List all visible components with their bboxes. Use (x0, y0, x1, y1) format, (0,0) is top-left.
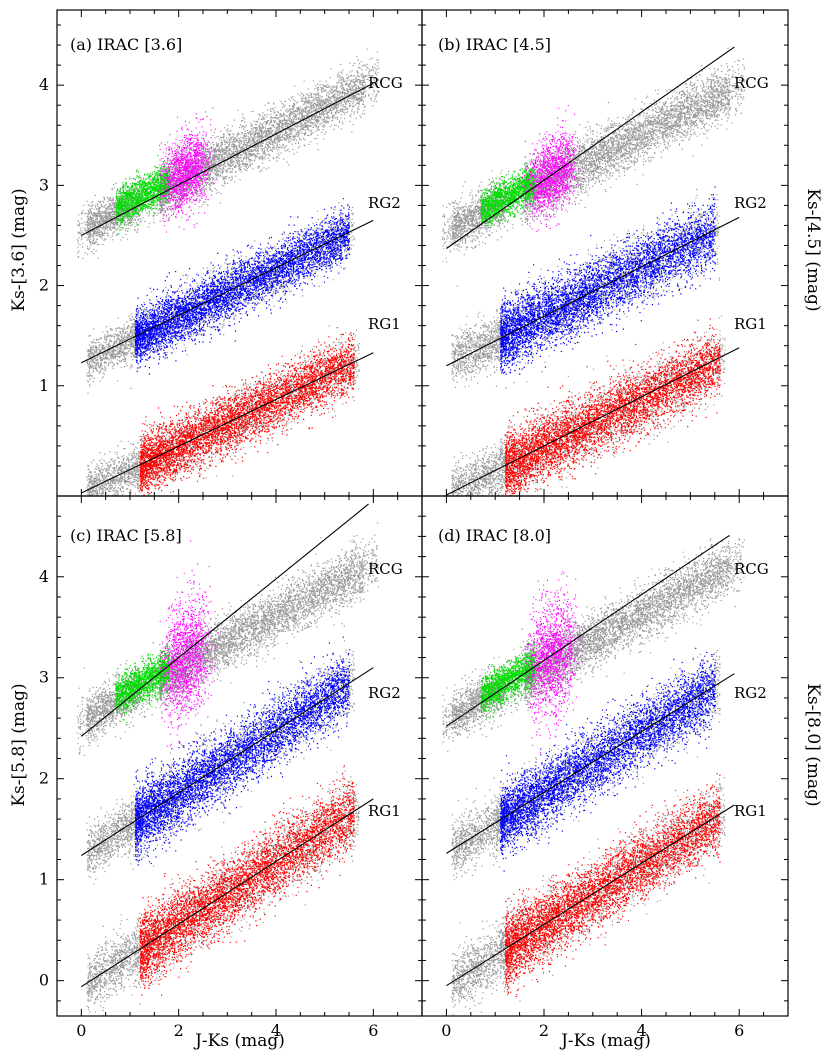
panel-a-rg1-points (139, 327, 355, 496)
panel-d-ticks: 0 2 4 6 (421, 496, 789, 1040)
panel-d-rcg-gray-points (442, 535, 745, 752)
panel-a-ytick-label: 4 (39, 75, 49, 94)
panel-d-xtick-label: 0 (441, 1021, 451, 1040)
panel-c-ytick-label: 3 (39, 668, 49, 687)
panel-d-rcg-fit-line (446, 534, 730, 727)
panel-c-ytick-label: 4 (39, 567, 49, 586)
panel-a-fit-lines (81, 82, 374, 494)
panel-c-fit-lines (80, 503, 374, 988)
panel-d-rcg-magenta-points (516, 571, 583, 754)
panel-d-label-rg2: RG2 (734, 684, 767, 702)
panel-c-title: (c) IRAC [5.8] (70, 526, 182, 545)
panel-c-label-rcg: RCG (368, 560, 403, 578)
panel-a-rg2-points (134, 198, 351, 375)
panel-c-rcg-magenta-points (152, 540, 221, 766)
panel-b-rg1-fit-line (446, 347, 740, 496)
panel-d-rcg-green-points (480, 642, 536, 721)
panel-a-rcg-fit-line (81, 82, 374, 236)
panel-d-label-rcg: RCG (734, 560, 769, 578)
panel-c-rg1-fit-line (81, 798, 374, 988)
panel-c-points (76, 522, 380, 1017)
panel-a-title: (a) IRAC [3.6] (70, 35, 182, 54)
panel-c-rg2-fit-line (81, 667, 374, 856)
panel-a: 1 2 3 4 (a) IRAC [3.6] RCG RG2 RG1 Ks-[3.6]… (9, 9, 423, 497)
panel-a-rcg-gray-points (76, 48, 380, 260)
panel-c-rcg-green-points (115, 645, 171, 724)
panel-a-ytick-label: 1 (39, 376, 49, 395)
panel-b-rg2-fit-line (446, 216, 740, 367)
panel-b-rcg-magenta-points (521, 105, 584, 232)
panel-d-points (442, 535, 745, 1015)
panel-a-ylabel: Ks-[3.6] (mag) (9, 188, 29, 311)
panel-d-xtick-label: 2 (539, 1021, 549, 1040)
panel-d-xtick-label: 4 (637, 1021, 647, 1040)
panel-b-points (441, 47, 746, 497)
panel-c-rg2-points (134, 636, 351, 866)
panel-d-rg1-gray-points (451, 777, 726, 1015)
panel-a-ytick-label: 3 (39, 175, 49, 194)
panel-c-xtick-label: 6 (368, 1021, 378, 1040)
panel-c: 0 2 4 6 0 1 2 3 4 (c) IRAC [5.8] RCG RG2 RG1 Ks-… (9, 495, 423, 1051)
panel-b-rcg-green-points (480, 159, 536, 236)
panel-c-label-rg2: RG2 (368, 684, 401, 702)
panel-b-rg1-points (505, 318, 721, 496)
panel-c-xtick-label: 2 (174, 1021, 184, 1040)
panel-d-rg2-fit-line (446, 673, 735, 854)
panel-c-ytick-label: 1 (39, 870, 49, 889)
panel-c-rcg-gray-points (76, 522, 380, 756)
panel-b-rcg-gray-points (441, 47, 746, 287)
panel-d-label-rg1: RG1 (734, 802, 767, 820)
panel-c-rg1-points (139, 765, 355, 996)
panel-d-title: (d) IRAC [8.0] (438, 526, 551, 545)
panel-b: (b) IRAC [4.5] RCG RG2 RG1 Ks-[4.5] (mag… (421, 9, 823, 497)
panel-d-ylabel: Ks-[8.0] (mag) (803, 683, 823, 806)
panel-a-label-rg1: RG1 (368, 315, 401, 333)
panel-b-label-rg1: RG1 (734, 315, 767, 333)
panel-b-label-rg2: RG2 (734, 194, 767, 212)
panel-c-xtick-label: 4 (271, 1021, 281, 1040)
panel-a-rg1-fit-line (81, 352, 374, 494)
panel-a-ytick-label: 2 (39, 276, 49, 295)
panel-c-xtick-label: 0 (76, 1021, 86, 1040)
panel-a-label-rg2: RG2 (368, 194, 401, 212)
panel-c-xlabel: J-Ks (mag) (193, 1031, 285, 1051)
panel-b-title: (b) IRAC [4.5] (438, 35, 551, 54)
panel-c-ylabel: Ks-[5.8] (mag) (9, 683, 29, 806)
panel-b-label-rcg: RCG (734, 74, 769, 92)
panel-c-ticks: 0 2 4 6 0 1 2 3 4 (39, 496, 423, 1040)
panel-d-fit-lines (446, 534, 735, 987)
panel-a-rcg-magenta-points (157, 107, 219, 233)
panel-b-ylabel: Ks-[4.5] (mag) (803, 188, 823, 311)
panel-d-xlabel: J-Ks (mag) (559, 1031, 651, 1051)
panel-a-ticks: 1 2 3 4 (39, 10, 423, 496)
panel-d-xtick-label: 6 (734, 1021, 744, 1040)
panel-d-rg2-points (500, 647, 716, 872)
panel-a-rg2-fit-line (81, 219, 374, 364)
panel-b-rcg-fit-line (446, 46, 735, 249)
panel-d: 0 2 4 6 (d) IRAC [8.0] RCG RG2 RG1 Ks-[8.0]… (421, 495, 823, 1051)
panel-c-ytick-label: 0 (39, 971, 49, 990)
panel-b-rg2-points (500, 186, 716, 375)
panel-a-label-rcg: RCG (368, 74, 403, 92)
panel-d-rg1-points (505, 773, 721, 998)
panel-b-ticks (421, 10, 789, 496)
panel-c-rcg-fit-line (80, 503, 369, 737)
panel-d-frame (421, 495, 789, 1017)
panel-c-ytick-label: 2 (39, 769, 49, 788)
panel-c-label-rg1: RG1 (368, 802, 401, 820)
panel-d-rg2-gray-points (451, 650, 721, 881)
panel-d-rg1-fit-line (446, 804, 735, 987)
panel-b-fit-lines (446, 46, 740, 496)
